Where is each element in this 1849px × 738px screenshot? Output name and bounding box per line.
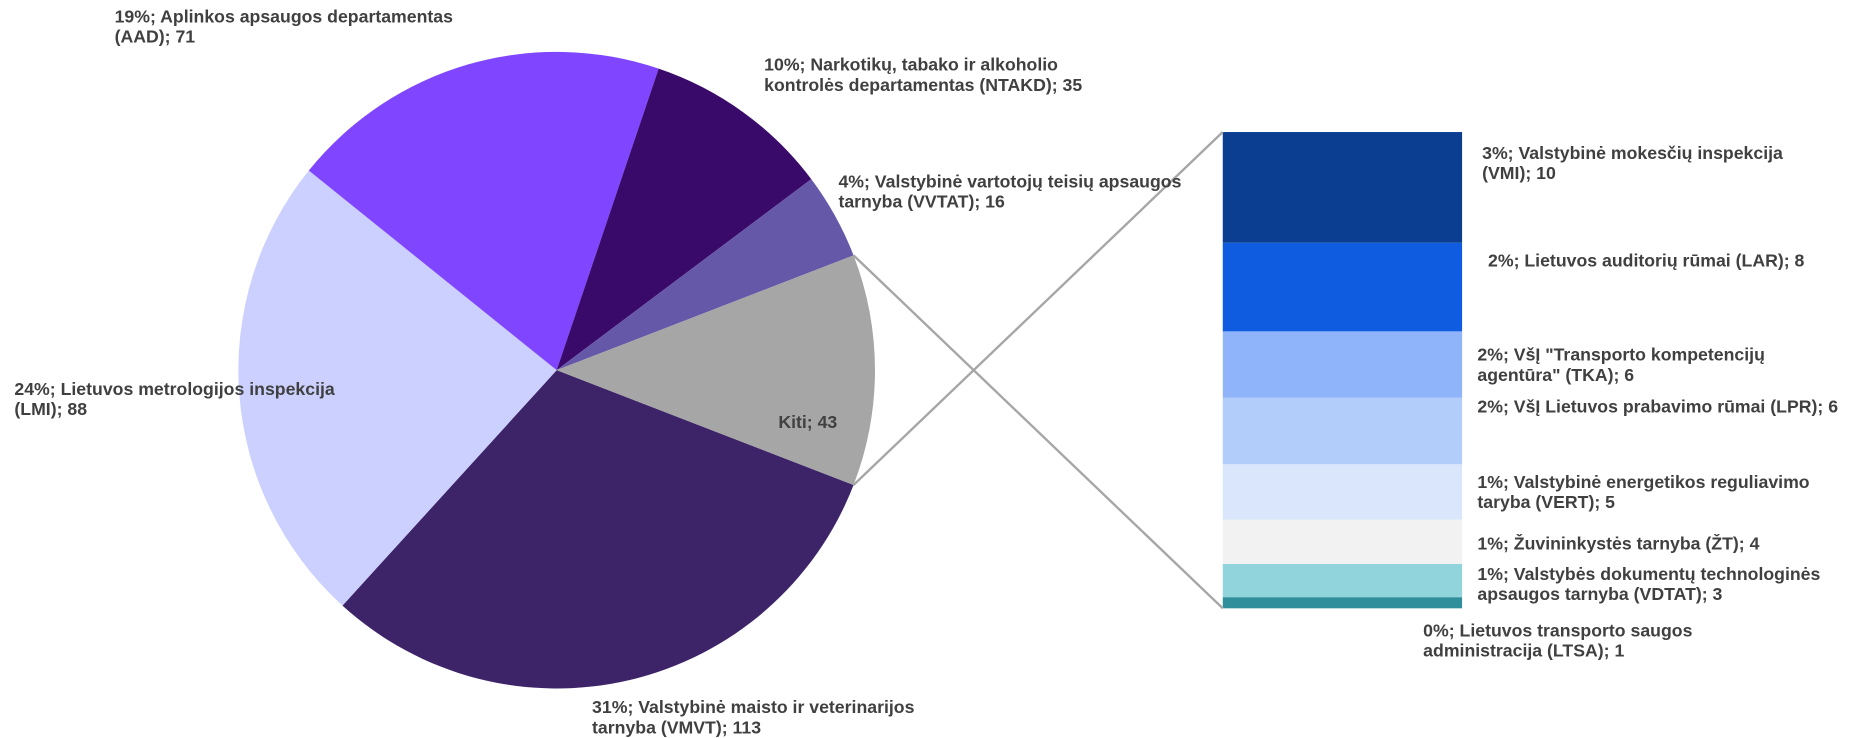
data-label-box: 0%; Lietuvos transporto saugos administr…	[1423, 621, 1693, 662]
pie-slice	[342, 370, 854, 689]
data-label: 19%; Aplinkos apsaugos departamentas (AA…	[114, 7, 453, 48]
data-label: 3%; Valstybinė mokesčių inspekcija (VMI)…	[1482, 143, 1783, 184]
data-label: 31%; Valstybinė maisto ir veterinarijos …	[592, 697, 915, 738]
data-label: 2%; VšĮ Lietuvos prabavimo rūmai (LPR); …	[1477, 397, 1839, 418]
data-label-box: 31%; Valstybinė maisto ir veterinarijos …	[592, 697, 915, 738]
data-label: 1%; Valstybės dokumentų technologinės ap…	[1477, 564, 1821, 605]
data-label-box: 2%; VšĮ Lietuvos prabavimo rūmai (LPR); …	[1477, 397, 1839, 418]
bar-segment	[1222, 564, 1463, 598]
data-label: 4%; Valstybinė vartotojų teisių apsaugos…	[838, 172, 1182, 213]
connector-line	[852, 131, 1224, 486]
bar-segment	[1222, 132, 1463, 243]
data-label: 1%; Žuvininkystės tarnyba (ŽT); 4	[1477, 534, 1760, 555]
data-label-box: 2%; VšĮ "Transporto kompetencijų agentūr…	[1477, 345, 1765, 386]
data-label: 1%; Valstybinė energetikos reguliavimo t…	[1477, 472, 1810, 513]
bar-segment	[1222, 331, 1463, 398]
data-label: 2%; VšĮ "Transporto kompetencijų agentūr…	[1477, 345, 1765, 386]
bar-segment	[1222, 597, 1463, 609]
data-label-box: Kiti; 43	[778, 412, 838, 433]
bar-segment	[1222, 397, 1463, 465]
data-label: 0%; Lietuvos transporto saugos administr…	[1423, 621, 1693, 662]
connector-line	[852, 254, 1224, 610]
data-label: 2%; Lietuvos auditorių rūmai (LAR); 8	[1488, 251, 1805, 272]
bar-segment	[1222, 519, 1463, 565]
bar-segment	[1222, 242, 1463, 332]
data-label-box: 19%; Aplinkos apsaugos departamentas (AA…	[114, 7, 453, 48]
data-label: 24%; Lietuvos metrologijos inspekcija (L…	[14, 379, 335, 420]
data-label-box: 3%; Valstybinė mokesčių inspekcija (VMI)…	[1482, 143, 1783, 184]
data-label-box: 4%; Valstybinė vartotojų teisių apsaugos…	[838, 172, 1182, 213]
pie-slice	[556, 68, 812, 371]
data-label-box: 10%; Narkotikų, tabako ir alkoholio kont…	[764, 55, 1083, 96]
data-label-box: 1%; Valstybės dokumentų technologinės ap…	[1477, 564, 1821, 605]
bar-segment	[1222, 464, 1463, 520]
pie-slice	[556, 255, 875, 486]
data-label-box: 24%; Lietuvos metrologijos inspekcija (L…	[14, 379, 335, 420]
pie-slice	[238, 170, 557, 606]
data-label-box: 1%; Žuvininkystės tarnyba (ŽT); 4	[1477, 534, 1760, 555]
data-label: 10%; Narkotikų, tabako ir alkoholio kont…	[764, 55, 1083, 96]
pie-slice	[308, 51, 659, 371]
data-label-box: 1%; Valstybinė energetikos reguliavimo t…	[1477, 472, 1810, 513]
data-label-box: 2%; Lietuvos auditorių rūmai (LAR); 8	[1488, 251, 1805, 272]
pie-slice	[556, 179, 854, 371]
data-label: Kiti; 43	[778, 412, 838, 433]
